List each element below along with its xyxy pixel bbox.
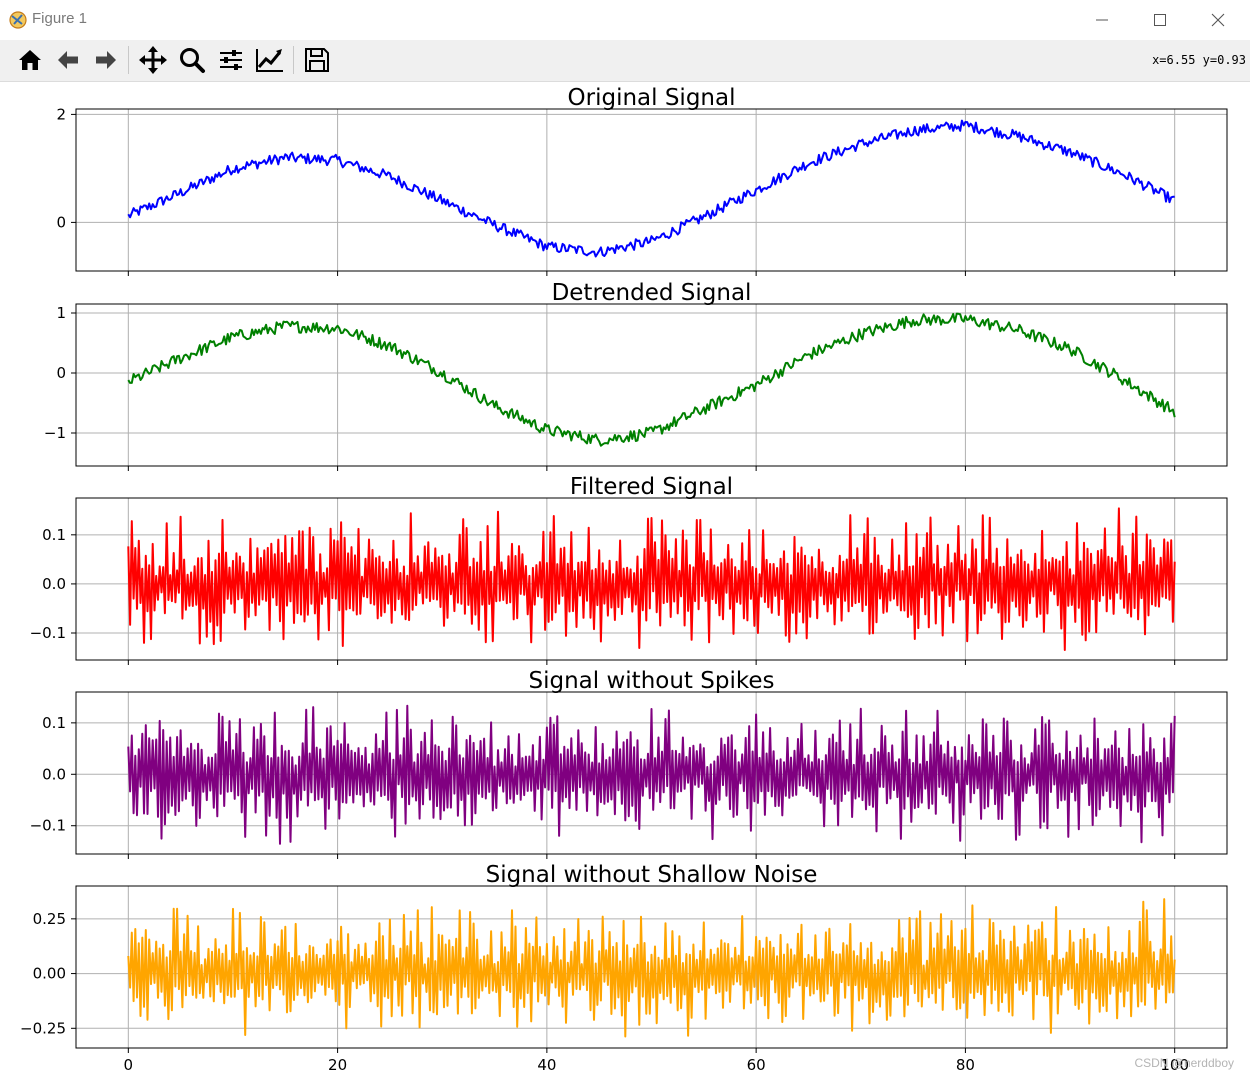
x-tick-label: 60 (747, 1056, 766, 1074)
y-tick-label: 0.25 (33, 910, 66, 928)
navigation-toolbar (0, 40, 1250, 82)
window-title: Figure 1 (32, 10, 88, 27)
matplotlib-app-icon (9, 11, 27, 29)
y-tick-label: 0 (56, 364, 66, 382)
x-tick-label: 100 (1160, 1056, 1189, 1074)
back-button[interactable] (52, 44, 84, 76)
subplot-title: Original Signal (568, 85, 736, 111)
y-tick-label: −1 (44, 424, 66, 442)
subplot-5: 0 20 40 60 80 100 0.25 0.00 −0.25 Signal without … (20, 862, 1228, 1074)
maximize-icon (1154, 14, 1166, 26)
y-tick-label: 0.1 (42, 714, 66, 732)
axes-frame (75, 497, 1228, 661)
edit-axes-icon (256, 49, 283, 72)
axes-frame (75, 303, 1228, 467)
y-tick-label: −0.1 (30, 624, 66, 642)
subplot-title: Detrended Signal (552, 280, 752, 306)
window-titlebar: Figure 1 (0, 0, 1250, 41)
x-tick-label: 80 (956, 1056, 975, 1074)
y-tick-label: 0 (56, 213, 66, 231)
home-button[interactable] (14, 44, 46, 76)
y-tick-label: 0.0 (42, 575, 66, 593)
series-line (127, 312, 1176, 447)
series-line (127, 898, 1176, 1038)
zoom-icon (180, 48, 205, 73)
minimize-button[interactable] (1074, 0, 1130, 40)
subplot-title: Signal without Shallow Noise (486, 862, 818, 888)
series-line (127, 704, 1176, 845)
y-tick-label: 0.00 (33, 965, 66, 983)
axes-frame (75, 108, 1228, 272)
subplot-title: Filtered Signal (570, 474, 733, 500)
edit-axes-button[interactable] (254, 44, 286, 76)
y-tick-label: −0.1 (30, 817, 66, 835)
save-icon (305, 48, 329, 72)
subplot-4: 0.1 0.0 −0.1 Signal without Spikes (30, 668, 1228, 859)
back-arrow-icon (58, 51, 78, 69)
home-icon (19, 50, 41, 70)
configure-subplots-button[interactable] (215, 44, 247, 76)
pan-button[interactable] (137, 44, 169, 76)
close-button[interactable] (1190, 0, 1246, 40)
toolbar-separator (293, 46, 294, 74)
subplot-3: 0.1 0.0 −0.1 Filtered Signal (30, 474, 1228, 665)
minimize-icon (1096, 19, 1108, 21)
x-tick-label: 0 (124, 1056, 134, 1074)
x-tick-label: 20 (328, 1056, 347, 1074)
subplot-1: 2 0 Original Signal (56, 85, 1228, 276)
subplots-config-icon (220, 50, 242, 70)
forward-button[interactable] (90, 44, 122, 76)
y-tick-label: 1 (56, 304, 66, 322)
toolbar-separator (128, 46, 129, 74)
x-tick-label: 40 (537, 1056, 556, 1074)
axes-frame (75, 885, 1228, 1049)
zoom-button[interactable] (176, 44, 208, 76)
maximize-button[interactable] (1132, 0, 1188, 40)
y-tick-label: 0.1 (42, 526, 66, 544)
y-tick-label: 0.0 (42, 765, 66, 783)
subplot-2: 1 0 −1 Detrended Signal (44, 280, 1228, 471)
series-line (127, 507, 1176, 651)
forward-arrow-icon (96, 51, 116, 69)
save-button[interactable] (301, 44, 333, 76)
axes-frame (75, 691, 1228, 855)
pan-icon (139, 46, 167, 74)
close-icon (1211, 13, 1225, 27)
series-line (127, 119, 1175, 258)
subplot-title: Signal without Spikes (529, 668, 775, 694)
cursor-coordinates: x=6.55 y=0.93 (1152, 53, 1246, 67)
y-tick-label: 2 (56, 105, 66, 123)
y-tick-label: −0.25 (20, 1019, 66, 1037)
watermark: CSDN @nerddboy (1134, 1056, 1234, 1070)
